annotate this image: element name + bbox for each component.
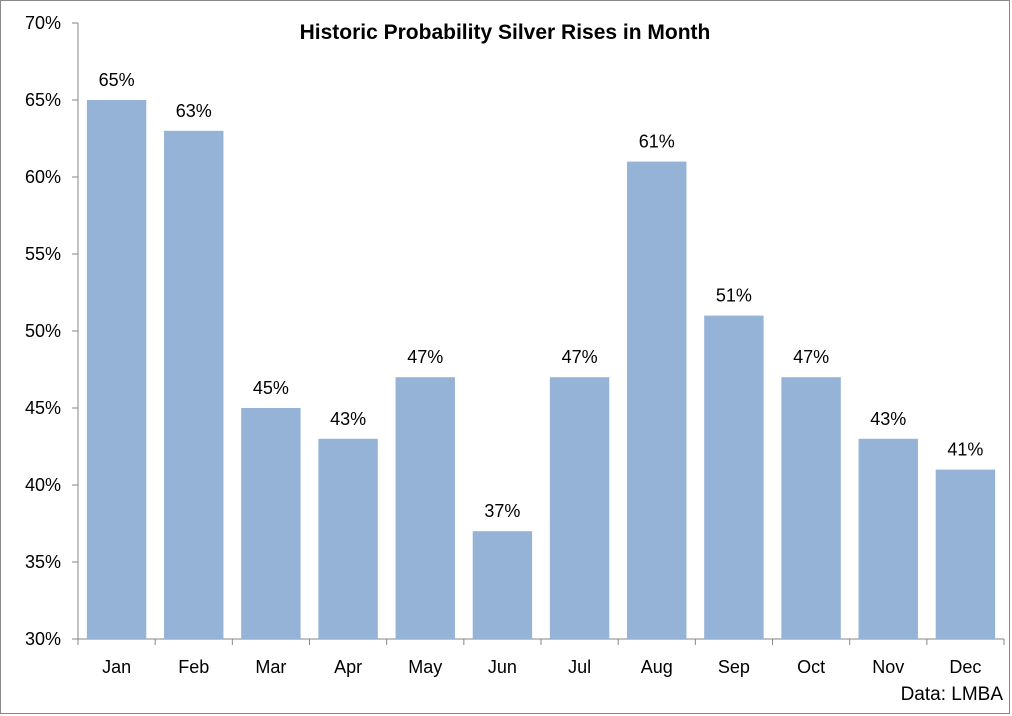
- bar: [781, 377, 841, 639]
- data-label: 51%: [716, 286, 752, 306]
- x-tick-label: Apr: [334, 657, 362, 677]
- bar: [164, 130, 224, 640]
- y-tick-label: 40%: [25, 475, 61, 495]
- data-label: 45%: [253, 378, 289, 398]
- bar: [241, 408, 301, 639]
- bar: [549, 377, 610, 639]
- data-label: 47%: [793, 347, 829, 367]
- x-tick-label: Mar: [255, 657, 286, 677]
- y-tick-label: 35%: [25, 552, 61, 572]
- x-tick-label: Sep: [718, 657, 750, 677]
- data-label: 41%: [947, 440, 983, 460]
- bar: [704, 315, 764, 639]
- y-tick-label: 55%: [25, 244, 61, 264]
- y-tick-label: 65%: [25, 90, 61, 110]
- source-note: Data: LMBA: [901, 684, 1004, 705]
- data-label: 47%: [562, 347, 598, 367]
- data-label: 43%: [870, 409, 906, 429]
- x-tick-label: Oct: [797, 657, 825, 677]
- x-tick-label: May: [408, 657, 442, 677]
- bar: [935, 469, 996, 639]
- axes: [72, 22, 1005, 645]
- y-tick-label: 45%: [25, 398, 61, 418]
- x-tick-label: Feb: [178, 657, 209, 677]
- x-tick-label: Nov: [872, 657, 904, 677]
- y-tick-label: 60%: [25, 167, 61, 187]
- bar: [318, 438, 378, 639]
- bar: [395, 377, 455, 639]
- y-tick-label: 70%: [25, 13, 61, 33]
- data-label: 65%: [99, 70, 135, 90]
- x-tick-label: Jun: [488, 657, 517, 677]
- y-tick-label: 50%: [25, 321, 61, 341]
- data-label: 47%: [407, 347, 443, 367]
- labels: 30% 35% 40% 45% 50% 55% 60% 65% 70% 65% Jan 63% Feb 4…: [25, 13, 983, 677]
- bar: [86, 100, 147, 639]
- bar: [858, 438, 918, 639]
- data-label: 37%: [484, 501, 520, 521]
- x-tick-label: Jan: [102, 657, 131, 677]
- bars: [86, 100, 996, 640]
- data-label: 43%: [330, 409, 366, 429]
- x-tick-label: Aug: [641, 657, 673, 677]
- y-tick-label: 30%: [25, 629, 61, 649]
- bar: [472, 531, 533, 639]
- x-tick-label: Dec: [949, 657, 981, 677]
- x-tick-label: Jul: [568, 657, 591, 677]
- data-label: 63%: [176, 101, 212, 121]
- data-label: 61%: [639, 132, 675, 152]
- chart-title: Historic Probability Silver Rises in Mon…: [300, 21, 711, 44]
- bar: [627, 161, 687, 639]
